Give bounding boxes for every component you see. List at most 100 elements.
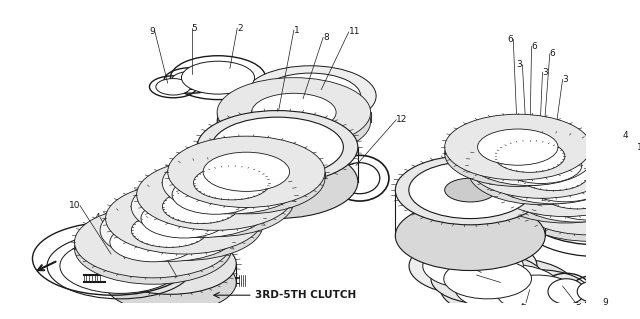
Ellipse shape — [445, 121, 591, 186]
Ellipse shape — [137, 159, 294, 230]
Ellipse shape — [105, 252, 236, 313]
Ellipse shape — [516, 175, 640, 241]
Ellipse shape — [163, 158, 301, 220]
Text: 3: 3 — [177, 272, 182, 281]
Polygon shape — [217, 112, 371, 122]
Polygon shape — [131, 206, 270, 213]
Ellipse shape — [468, 132, 614, 198]
Ellipse shape — [217, 78, 371, 147]
Text: 1: 1 — [294, 26, 300, 35]
Ellipse shape — [106, 189, 263, 260]
Ellipse shape — [444, 259, 531, 299]
Ellipse shape — [110, 223, 196, 262]
Ellipse shape — [182, 61, 255, 94]
Ellipse shape — [549, 184, 629, 220]
Polygon shape — [100, 230, 239, 237]
Text: 2: 2 — [237, 24, 243, 33]
Ellipse shape — [577, 281, 605, 301]
Text: 6: 6 — [147, 188, 152, 197]
Text: 6: 6 — [179, 167, 184, 176]
Text: TK64A0420: TK64A0420 — [449, 286, 493, 295]
Text: 1: 1 — [471, 271, 477, 279]
Text: 3: 3 — [516, 60, 522, 69]
Ellipse shape — [548, 279, 584, 304]
Ellipse shape — [484, 270, 590, 317]
Ellipse shape — [74, 213, 232, 284]
Ellipse shape — [217, 87, 371, 156]
Ellipse shape — [197, 145, 358, 219]
Ellipse shape — [466, 127, 594, 186]
Ellipse shape — [423, 243, 524, 289]
Text: 7: 7 — [407, 190, 413, 199]
Ellipse shape — [131, 213, 208, 248]
Text: 12: 12 — [423, 216, 435, 225]
Ellipse shape — [100, 199, 239, 261]
Text: 2: 2 — [520, 298, 526, 307]
Text: 6: 6 — [213, 143, 219, 152]
Ellipse shape — [501, 147, 582, 183]
Ellipse shape — [409, 237, 537, 295]
Ellipse shape — [513, 170, 640, 228]
Ellipse shape — [492, 157, 639, 223]
Polygon shape — [513, 193, 640, 199]
Ellipse shape — [396, 155, 545, 225]
Text: 8: 8 — [323, 33, 329, 42]
Ellipse shape — [468, 139, 614, 205]
Ellipse shape — [518, 159, 589, 191]
Ellipse shape — [141, 199, 227, 238]
Ellipse shape — [431, 253, 544, 304]
Text: 10: 10 — [637, 143, 640, 152]
Ellipse shape — [106, 183, 263, 254]
Text: 3RD-5TH CLUTCH: 3RD-5TH CLUTCH — [255, 290, 356, 300]
Ellipse shape — [131, 182, 270, 244]
Text: 11: 11 — [349, 27, 360, 36]
Text: 4: 4 — [95, 213, 100, 222]
Ellipse shape — [440, 258, 575, 318]
Text: 3: 3 — [543, 68, 548, 77]
Text: 11: 11 — [436, 241, 447, 249]
Text: FR.: FR. — [63, 254, 81, 263]
Ellipse shape — [516, 169, 640, 235]
Ellipse shape — [542, 177, 612, 209]
Ellipse shape — [492, 151, 639, 217]
Ellipse shape — [466, 133, 594, 192]
Text: 6: 6 — [531, 42, 537, 51]
Ellipse shape — [244, 66, 376, 126]
Text: 3: 3 — [226, 128, 232, 137]
Text: 5: 5 — [575, 298, 581, 307]
Text: 10: 10 — [68, 201, 80, 210]
Ellipse shape — [497, 275, 577, 312]
Ellipse shape — [197, 111, 358, 184]
Polygon shape — [106, 219, 263, 225]
Ellipse shape — [172, 71, 212, 90]
Polygon shape — [163, 183, 301, 189]
Text: 6: 6 — [550, 49, 556, 58]
Ellipse shape — [445, 114, 591, 180]
Polygon shape — [492, 184, 639, 190]
Text: 9: 9 — [603, 298, 609, 307]
Polygon shape — [516, 202, 640, 208]
Ellipse shape — [60, 239, 180, 293]
Text: 3: 3 — [195, 155, 201, 164]
Polygon shape — [168, 172, 325, 178]
Ellipse shape — [477, 129, 558, 165]
Ellipse shape — [172, 175, 259, 214]
Ellipse shape — [131, 175, 270, 238]
Ellipse shape — [74, 206, 232, 278]
Text: 8: 8 — [449, 256, 455, 265]
Ellipse shape — [163, 189, 239, 224]
Text: 9: 9 — [149, 27, 155, 36]
Ellipse shape — [137, 166, 294, 237]
Ellipse shape — [260, 73, 360, 119]
Ellipse shape — [100, 206, 239, 268]
Ellipse shape — [409, 162, 532, 219]
Text: 4: 4 — [623, 131, 628, 140]
Ellipse shape — [525, 166, 605, 202]
Ellipse shape — [513, 164, 640, 222]
Ellipse shape — [105, 234, 236, 294]
Ellipse shape — [429, 172, 511, 208]
Ellipse shape — [163, 152, 301, 214]
Ellipse shape — [490, 152, 618, 210]
Text: 6: 6 — [508, 35, 513, 44]
Polygon shape — [468, 166, 614, 172]
